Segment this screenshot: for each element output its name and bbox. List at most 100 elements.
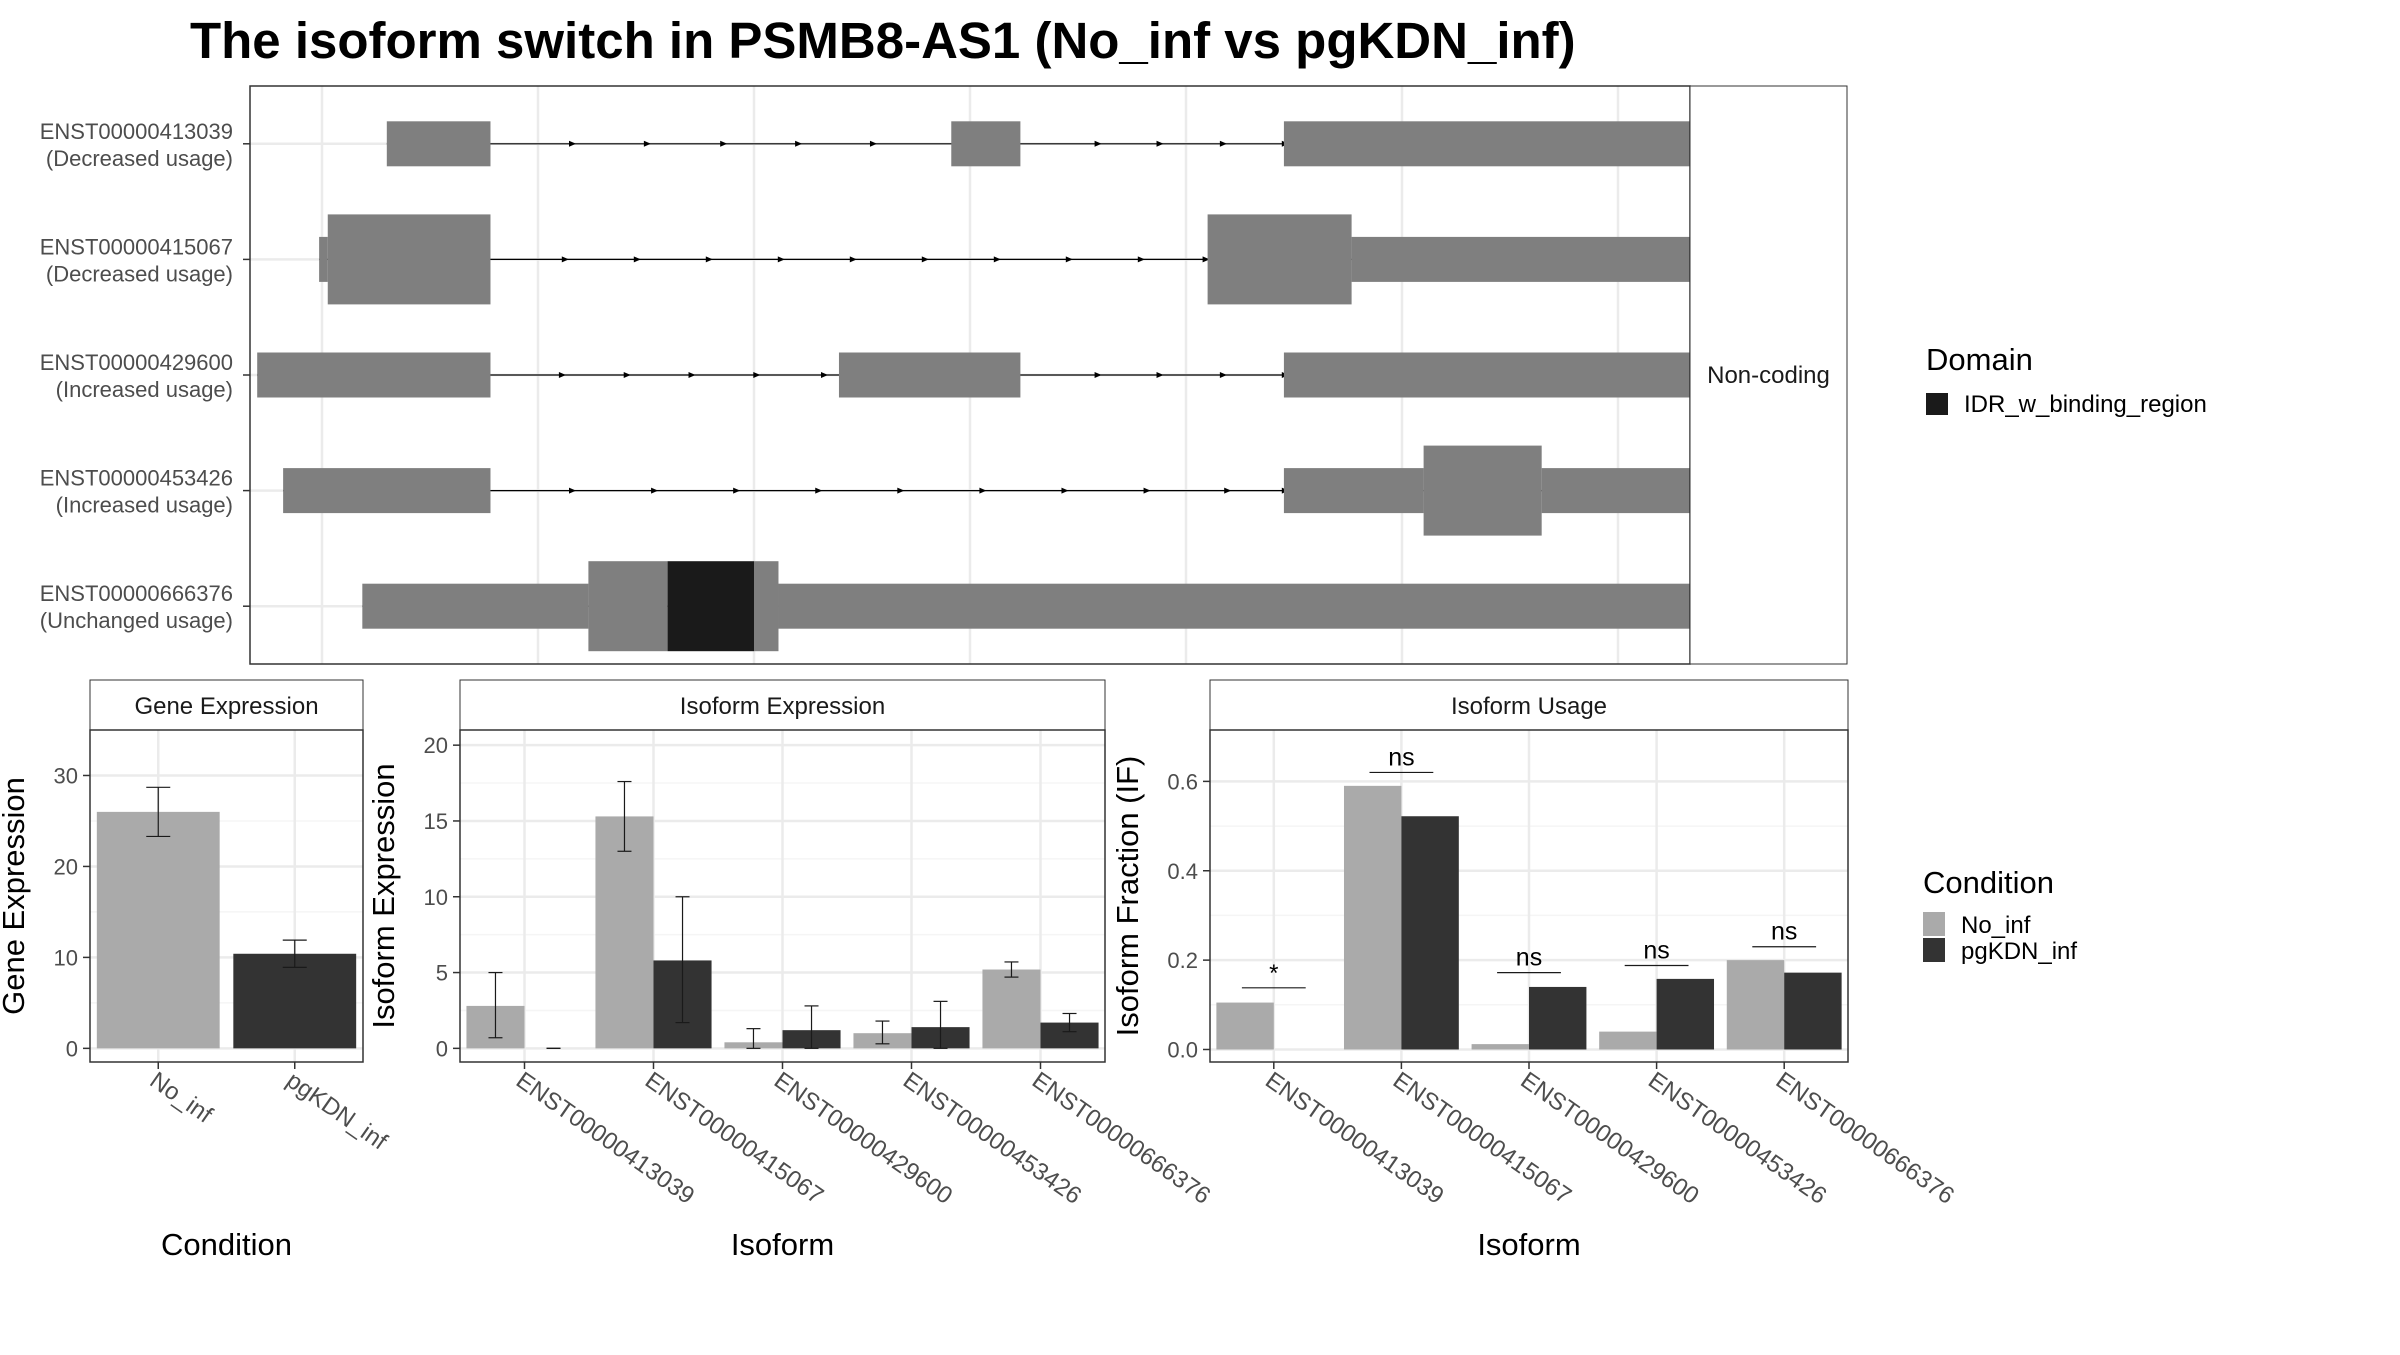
strand-arrow <box>1219 372 1227 378</box>
strand-arrow <box>979 487 987 494</box>
strand-arrow <box>705 256 713 263</box>
x-tick-label: No_inf <box>145 1067 218 1129</box>
strand-arrow <box>1224 487 1232 494</box>
chart-title: The isoform switch in PSMB8-AS1 (No_inf … <box>190 12 1576 69</box>
strand-arrow <box>651 487 659 494</box>
x-axis-title: Condition <box>161 1227 292 1262</box>
panel-frame <box>89 729 364 1063</box>
condition-legend-label: pgKDN_inf <box>1961 938 2077 965</box>
strand-arrow <box>688 372 696 378</box>
strand-arrow <box>821 372 828 378</box>
transcript-row: ENST00000429600(Increased usage) <box>40 350 1784 402</box>
exon-block <box>754 561 779 652</box>
strand-arrow <box>569 140 576 147</box>
x-axis-title: Isoform <box>731 1227 834 1262</box>
bar <box>1599 1031 1657 1050</box>
transcript-usage-label: (Decreased usage) <box>46 261 233 286</box>
strand-arrow <box>633 256 641 263</box>
domain-legend-swatch <box>1926 393 1948 415</box>
bar <box>96 811 220 1049</box>
bar <box>1726 960 1785 1050</box>
strand-arrow <box>1143 487 1151 494</box>
y-tick-label: 10 <box>54 945 78 970</box>
strand-arrow <box>753 372 761 378</box>
exon-block <box>362 583 589 629</box>
domain-legend-label: IDR_w_binding_region <box>1964 391 2207 418</box>
transcript-id-label: ENST00000429600 <box>40 350 233 375</box>
facet-label: Non-coding <box>1707 362 1830 389</box>
transcript-usage-label: (Increased usage) <box>56 493 233 518</box>
bar <box>1401 816 1459 1050</box>
y-axis-title: Gene Expression <box>0 777 31 1015</box>
strand-arrow <box>993 256 1001 263</box>
transcript-row: ENST00000666376(Unchanged usage) <box>40 561 1784 652</box>
panel-strip <box>1209 679 1849 731</box>
exon-block <box>1207 214 1352 305</box>
strand-arrow <box>643 140 651 147</box>
exon-block <box>951 121 1021 167</box>
significance-label: ns <box>1643 936 1669 964</box>
condition-legend-swatch <box>1923 938 1945 962</box>
strand-arrow <box>1094 372 1102 378</box>
strand-arrow <box>897 487 905 494</box>
bar <box>982 969 1041 1049</box>
strand-arrow <box>558 372 566 378</box>
y-axis-title: Isoform Expression <box>366 763 401 1028</box>
gene-expression-panel: Gene Expression 0 10 20 30 No_inf pgKDN_inf Con… <box>0 679 392 1262</box>
condition-legend-label: No_inf <box>1961 912 2031 939</box>
significance-label: * <box>1269 960 1278 987</box>
significance-label: ns <box>1771 918 1797 946</box>
exon-block <box>319 236 328 282</box>
transcript-id-label: ENST00000453426 <box>40 466 233 491</box>
strand-arrow <box>1137 256 1145 263</box>
y-tick-label: 10 <box>424 885 448 910</box>
bar <box>1216 1002 1274 1050</box>
significance-label: ns <box>1388 743 1414 771</box>
panel-strip <box>89 679 364 731</box>
exon-block <box>1283 468 1424 514</box>
strand-arrow <box>1061 487 1069 494</box>
transcript-usage-label: (Unchanged usage) <box>40 608 233 633</box>
panel-strip-title: Isoform Expression <box>680 693 885 720</box>
strand-arrow <box>569 487 576 494</box>
y-tick-label: 20 <box>54 854 78 879</box>
exon-block <box>838 352 1021 398</box>
condition-legend-swatch <box>1923 912 1945 936</box>
bar <box>1656 978 1715 1050</box>
exon-block <box>778 583 1784 629</box>
y-tick-label: 20 <box>424 733 448 758</box>
y-tick-label: 15 <box>424 809 448 834</box>
bar <box>1343 785 1402 1050</box>
exon-block <box>588 561 668 652</box>
domain-block <box>667 561 754 652</box>
strand-arrow <box>1094 140 1102 147</box>
strand-arrow <box>1202 256 1210 263</box>
exon-block <box>283 468 491 514</box>
strand-arrow <box>720 140 728 147</box>
y-tick-label: 0 <box>66 1036 78 1061</box>
bar <box>1529 986 1587 1050</box>
domain-legend-title: Domain <box>1926 342 2033 377</box>
transcript-id-label: ENST00000666376 <box>40 581 233 606</box>
panel-strip-title: Isoform Usage <box>1451 693 1607 720</box>
panel-strip-title: Gene Expression <box>134 693 318 720</box>
strand-arrow <box>849 256 857 263</box>
transcript-structure-panel: ENST00000413039(Decreased usage)ENST0000… <box>40 85 1848 665</box>
strand-arrow <box>815 487 823 494</box>
bar <box>1784 972 1842 1050</box>
transcript-usage-label: (Increased usage) <box>56 377 233 402</box>
y-tick-label: 0.2 <box>1167 948 1198 973</box>
facet-strip <box>1689 85 1848 665</box>
strand-arrow <box>623 372 631 378</box>
y-tick-label: 0.4 <box>1167 859 1198 884</box>
strand-arrow <box>869 140 877 147</box>
transcript-id-label: ENST00000415067 <box>40 234 233 259</box>
bar <box>233 953 357 1049</box>
y-tick-label: 0.0 <box>1167 1037 1198 1062</box>
isoform-expression-panel: Isoform Expression05101520ENST0000041303… <box>366 679 1215 1262</box>
condition-legend-title: Condition <box>1923 865 2054 900</box>
bar <box>595 816 654 1049</box>
